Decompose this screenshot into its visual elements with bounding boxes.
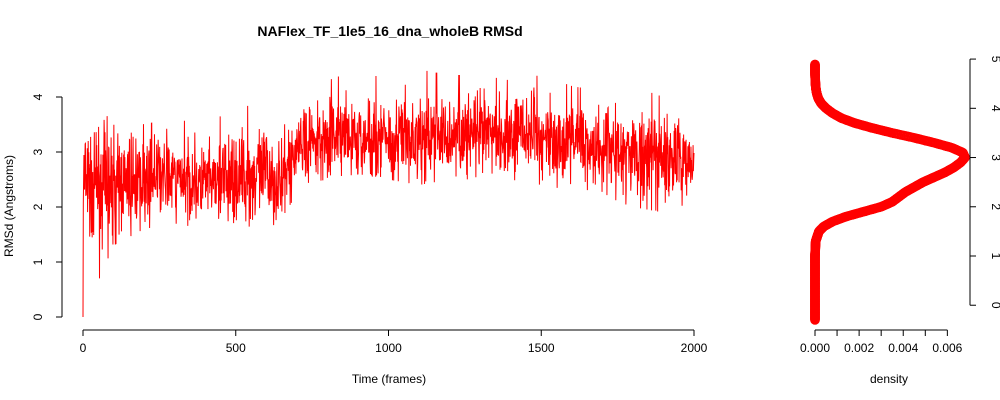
- rmsd-trace: [82, 70, 695, 318]
- y-tick-label: 4: [31, 93, 45, 100]
- density-y-tick-label: 0: [989, 302, 1000, 309]
- x-axis-title: Time (frames): [352, 372, 426, 386]
- x-tick-label: 0: [80, 341, 87, 355]
- density-axes: 0.000 0.002 0.004 0.006 0 1 2 3 4 5: [800, 56, 1000, 355]
- main-axes: 0 500 1000 1500 2000 0 1 2 3 4: [31, 93, 708, 355]
- chart-title: NAFlex_TF_1le5_16_dna_wholeB RMSd: [257, 23, 522, 39]
- density-x-tick-label: 0.000: [800, 341, 830, 355]
- density-x-tick-label: 0.002: [844, 341, 874, 355]
- density-y-tick-label: 5: [989, 56, 1000, 63]
- density-series: [810, 59, 970, 325]
- x-tick-label: 1500: [528, 341, 555, 355]
- x-tick-label: 2000: [681, 341, 708, 355]
- density-y-tick-label: 2: [989, 203, 1000, 210]
- y-tick-label: 2: [31, 203, 45, 210]
- x-tick-label: 500: [226, 341, 246, 355]
- density-y-tick-label: 1: [989, 253, 1000, 260]
- y-tick-label: 3: [31, 148, 45, 155]
- density-point: [810, 59, 820, 70]
- rmsd-series: [82, 70, 695, 318]
- y-tick-label: 1: [31, 258, 45, 265]
- x-tick-label: 1000: [375, 341, 402, 355]
- density-x-tick-label: 0.006: [932, 341, 962, 355]
- density-x-tick-label: 0.004: [888, 341, 918, 355]
- y-tick-label: 0: [31, 313, 45, 320]
- y-axis-title: RMSd (Angstroms): [2, 155, 16, 257]
- density-y-tick-label: 4: [989, 105, 1000, 112]
- density-axis-title: density: [870, 372, 908, 386]
- density-y-tick-label: 3: [989, 154, 1000, 161]
